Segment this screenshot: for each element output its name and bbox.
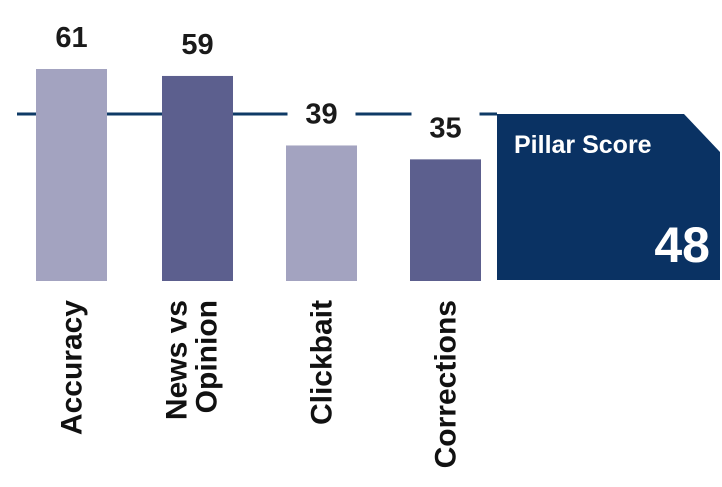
pillar-score-shape [497,114,720,280]
bar [410,159,481,281]
category-label: Corrections [430,300,463,468]
value-label: 61 [55,22,87,54]
bar [286,145,357,281]
pillar-score-title: Pillar Score [514,131,652,159]
value-labels-group: 61 59 39 35 [55,22,461,144]
category-label: Clickbait [306,300,339,425]
bar [36,69,107,281]
value-label-knockout [287,96,356,133]
bar [162,75,233,281]
value-label-knockout [411,110,480,147]
category-label-line: Opinion [191,300,224,413]
pillar-score-box: Pillar Score 48 [497,114,720,280]
value-label-knockout [37,20,106,56]
category-label-line: Clickbait [306,300,339,425]
pillar-score-value: 48 [654,217,710,273]
value-label: 35 [429,112,461,144]
value-label: 59 [181,29,213,61]
category-label: Accuracy [56,300,89,435]
reference-line-group [17,20,497,147]
bars-group [36,69,481,281]
value-label: 39 [305,98,337,130]
category-label-line: News vs [161,300,194,420]
value-label-knockout [163,26,232,63]
category-label-line: Corrections [430,300,463,468]
category-label-line: Accuracy [56,300,89,435]
